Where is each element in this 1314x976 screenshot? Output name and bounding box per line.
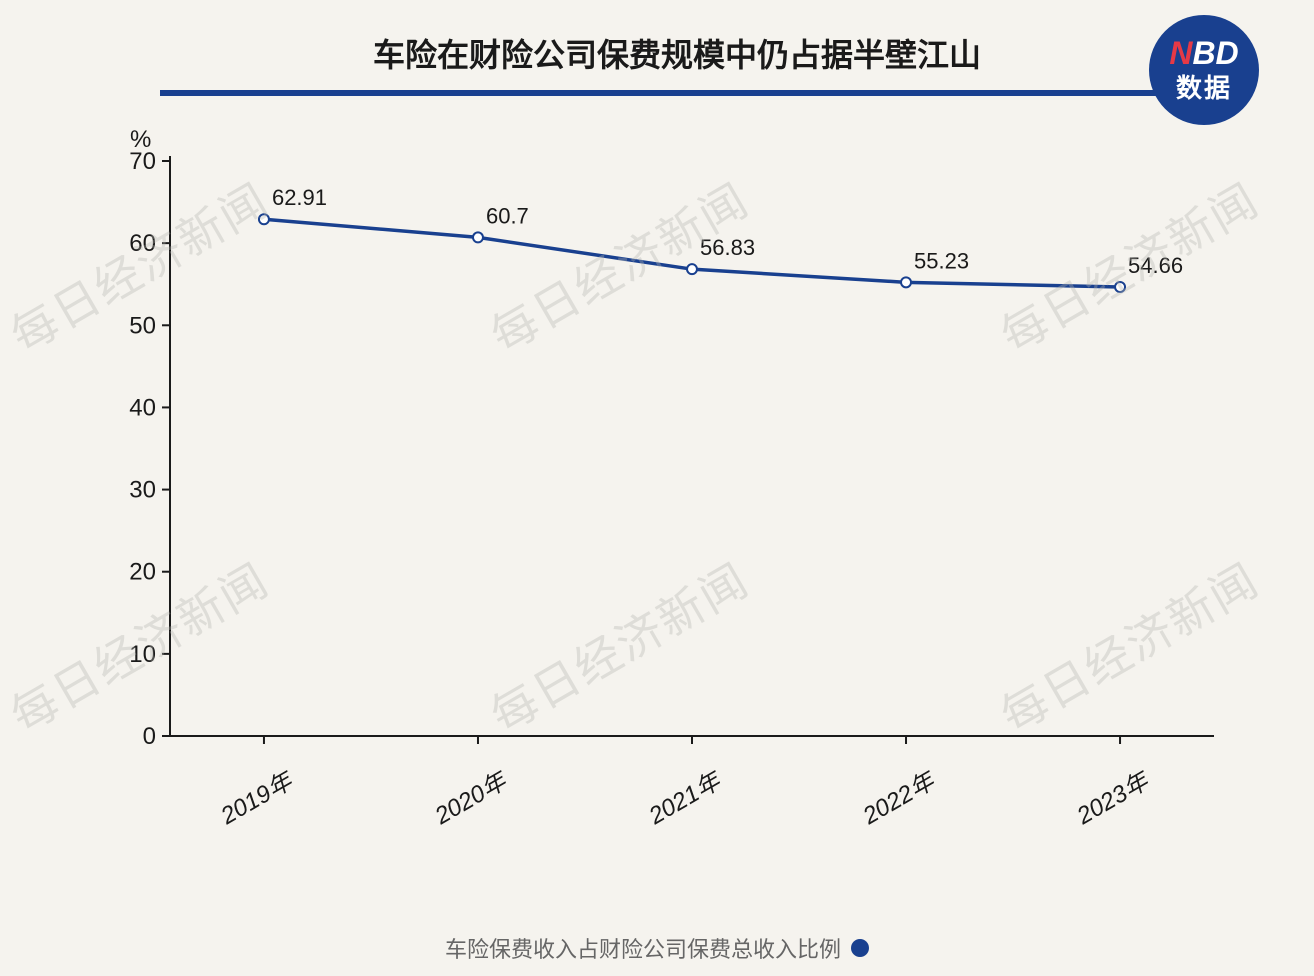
legend-marker-icon	[851, 939, 869, 957]
series-line	[264, 219, 1120, 287]
data-point-label: 62.91	[272, 185, 327, 210]
data-point-label: 55.23	[914, 248, 969, 273]
y-tick-label: 50	[129, 312, 156, 339]
data-point-marker	[1115, 282, 1125, 292]
data-point-marker	[473, 232, 483, 242]
logo-badge: NBD 数据	[1149, 15, 1259, 125]
data-point-marker	[687, 264, 697, 274]
x-tick-label: 2021年	[644, 766, 728, 830]
line-chart-svg: 0 10 20 30 40 50 60 70 2019年 2020年 2021年 2022年 2023年…	[110, 116, 1244, 866]
title-underline	[160, 90, 1194, 96]
data-point-marker	[259, 214, 269, 224]
y-tick-label: 0	[143, 723, 156, 750]
data-point-marker	[901, 277, 911, 287]
data-point-label: 60.7	[486, 203, 529, 228]
logo-sub: 数据	[1176, 68, 1232, 105]
y-tick-label: 70	[129, 148, 156, 175]
logo-bd: BD	[1192, 35, 1238, 71]
chart-area: % 0102030405060702019年2020年2021年2022年202…	[110, 116, 1244, 866]
x-tick-label: 2023年	[1072, 766, 1156, 830]
chart-title: 车险在财险公司保费规模中仍占据半壁江山	[150, 30, 1204, 90]
y-tick-label: 40	[129, 394, 156, 421]
legend-label: 车险保费收入占财险公司保费总收入比例	[445, 932, 841, 964]
logo-nbd: NBD	[1169, 35, 1238, 72]
chart-header: 车险在财险公司保费规模中仍占据半壁江山 NBD 数据	[0, 0, 1314, 96]
y-tick-label: 60	[129, 230, 156, 257]
x-tick-label: 2020年	[430, 766, 514, 830]
x-tick-label: 2019年	[216, 766, 300, 830]
data-point-label: 56.83	[700, 235, 755, 260]
y-tick-label: 10	[129, 641, 156, 668]
data-point-label: 54.66	[1128, 253, 1183, 278]
logo-n: N	[1169, 35, 1192, 71]
chart-legend: 车险保费收入占财险公司保费总收入比例	[0, 932, 1314, 964]
y-tick-label: 20	[129, 559, 156, 586]
x-tick-label: 2022年	[858, 766, 942, 830]
y-tick-label: 30	[129, 477, 156, 504]
